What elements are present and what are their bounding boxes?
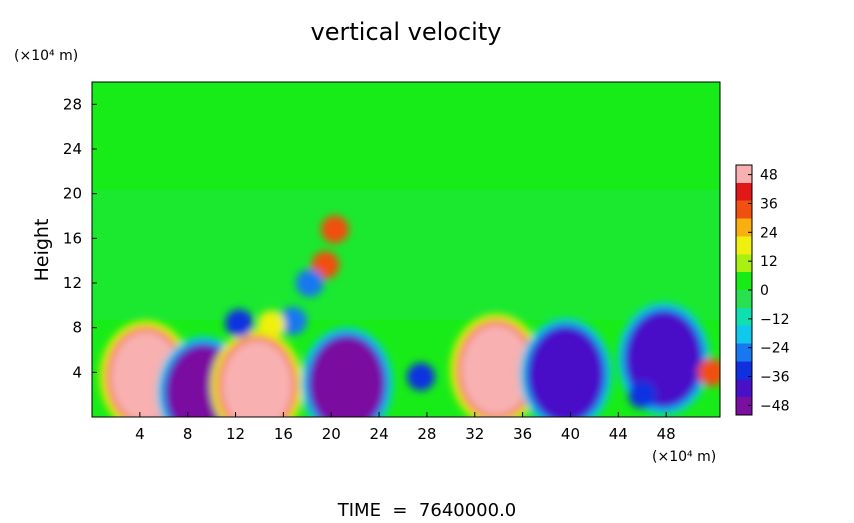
x-unit-label: (×10⁴ m) xyxy=(652,449,716,465)
x-tick-label: 16 xyxy=(274,425,293,443)
y-unit-label: (×10⁴ m) xyxy=(14,48,78,64)
x-tick-label: 24 xyxy=(370,425,389,443)
y-tick-label: 4 xyxy=(72,363,82,381)
blob-core xyxy=(225,309,254,338)
blob-core xyxy=(460,324,533,417)
plot-frame xyxy=(91,81,721,418)
velocity-blob xyxy=(406,362,435,391)
velocity-blob xyxy=(628,380,657,409)
y-tick-label: 20 xyxy=(63,185,82,203)
y-axis: 4 8 12 16 20 24 28 xyxy=(63,95,97,381)
velocity-blob xyxy=(697,358,720,387)
y-tick-label: 12 xyxy=(63,274,82,292)
chart-title: vertical velocity xyxy=(311,18,502,46)
colorbar-tick-label: −24 xyxy=(760,341,790,357)
x-tick-label: 32 xyxy=(465,425,484,443)
blob-core xyxy=(628,380,657,409)
turbulence-band xyxy=(92,190,720,320)
x-tick-label: 28 xyxy=(417,425,436,443)
x-tick-label: 40 xyxy=(561,425,580,443)
blob-core xyxy=(310,337,383,417)
velocity-blob xyxy=(295,269,324,297)
y-tick-label: 16 xyxy=(63,229,82,247)
colorbar-tick-label: 48 xyxy=(760,168,778,184)
x-tick-label: 36 xyxy=(513,425,532,443)
blob-core xyxy=(221,339,294,417)
x-tick-label: 8 xyxy=(183,425,193,443)
x-tick-label: 44 xyxy=(609,425,628,443)
colorbar-tick-label: 0 xyxy=(760,283,769,299)
blob-core xyxy=(529,328,602,417)
colorbar-tick-label: −48 xyxy=(760,398,790,414)
x-tick-label: 48 xyxy=(657,425,676,443)
blob-core xyxy=(697,358,720,387)
colorbar-tick-label: 12 xyxy=(760,254,778,270)
colorbar-tick-label: 24 xyxy=(760,225,778,241)
y-tick-label: 24 xyxy=(63,140,82,158)
velocity-blob xyxy=(519,318,612,417)
velocity-blob xyxy=(211,329,304,417)
heatmap-field xyxy=(92,82,720,417)
velocity-blob xyxy=(320,215,349,244)
x-tick-label: 20 xyxy=(322,425,341,443)
time-footer: TIME = 7640000.0 xyxy=(337,500,517,519)
y-tick-label: 8 xyxy=(72,319,82,337)
y-axis-label: Height xyxy=(31,219,53,282)
x-axis: 4 8 12 16 20 24 28 32 36 40 44 48 xyxy=(135,412,676,443)
colorbar-tick-label: 36 xyxy=(760,196,778,212)
velocity-blob xyxy=(300,327,393,417)
y-tick-label: 28 xyxy=(63,95,82,113)
x-tick-label: 4 xyxy=(135,425,145,443)
velocity-blobs xyxy=(99,215,720,417)
blob-core xyxy=(406,362,435,391)
velocity-blob xyxy=(278,306,307,335)
velocity-blob xyxy=(225,309,254,338)
velocity-blob xyxy=(450,314,543,417)
velocity-blob xyxy=(257,310,286,339)
blob-core xyxy=(278,306,307,335)
blob-core xyxy=(257,310,286,339)
colorbar-tick-label: −12 xyxy=(760,312,790,328)
blob-core xyxy=(320,215,349,244)
colorbar-tick-label: −36 xyxy=(760,370,790,386)
colorbar-ticks: 48 36 24 12 0 −12 −24 −36 −48 xyxy=(748,168,790,414)
blob-core xyxy=(295,269,324,297)
x-tick-label: 12 xyxy=(226,425,245,443)
